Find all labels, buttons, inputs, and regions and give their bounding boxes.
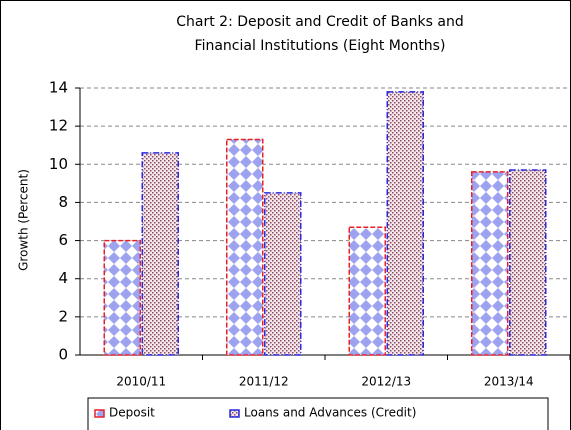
legend-label: Loans and Advances (Credit) xyxy=(244,406,416,420)
y-tick-label: 2 xyxy=(58,307,68,325)
bar xyxy=(509,169,547,356)
bar xyxy=(348,226,386,356)
y-tick-label: 10 xyxy=(49,155,68,173)
x-tick-label: 2010/11 xyxy=(116,375,166,389)
y-tick-label: 6 xyxy=(58,231,68,249)
bar xyxy=(103,239,141,356)
bar xyxy=(141,152,179,356)
chart-title: Financial Institutions (Eight Months) xyxy=(195,38,446,54)
x-tick-label: 2013/14 xyxy=(484,375,534,389)
y-tick-label: 0 xyxy=(58,346,68,364)
y-tick-label: 14 xyxy=(49,79,68,97)
x-tick-label: 2011/12 xyxy=(239,375,289,389)
y-axis-label: Growth (Percent) xyxy=(17,169,31,271)
legend-swatch xyxy=(94,409,105,418)
y-tick-label: 12 xyxy=(49,117,68,135)
legend-box xyxy=(87,397,549,430)
bar xyxy=(471,171,509,356)
y-tick-label: 4 xyxy=(58,269,68,287)
legend-label: Deposit xyxy=(109,406,155,420)
bar xyxy=(264,192,302,356)
bar xyxy=(226,138,264,356)
legend-swatch xyxy=(229,409,240,418)
x-tick-label: 2012/13 xyxy=(361,375,411,389)
chart-title: Chart 2: Deposit and Credit of Banks and xyxy=(176,14,464,30)
y-tick-label: 8 xyxy=(58,193,68,211)
bar xyxy=(386,91,424,356)
